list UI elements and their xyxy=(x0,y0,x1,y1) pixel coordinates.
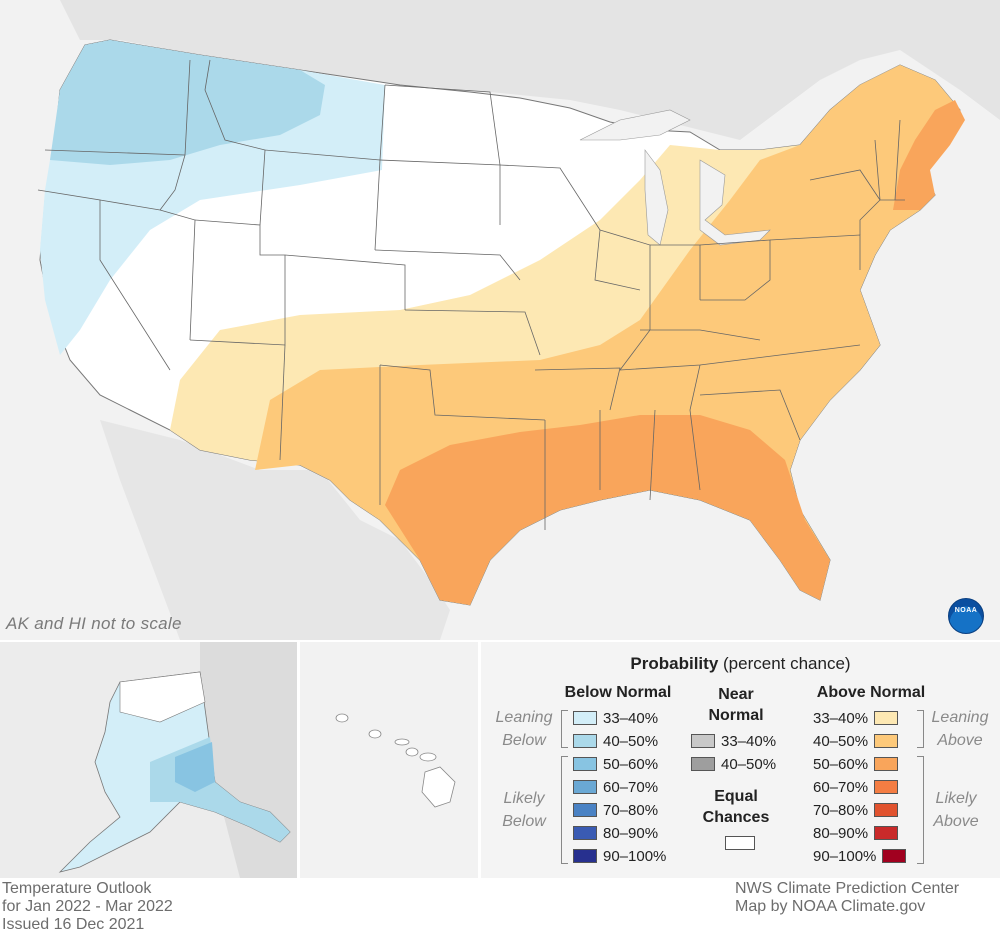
above-normal-bin-row: 60–70% xyxy=(813,777,899,797)
state-boundaries xyxy=(37,59,905,530)
equal-chances-heading-line1: Equal xyxy=(714,788,758,805)
below-normal-bin-row: 50–60% xyxy=(573,754,658,774)
likely-above-label: Likely Above xyxy=(917,787,995,833)
below-normal-bin-label: 80–90% xyxy=(603,824,659,842)
above-normal-bin-row: 70–80% xyxy=(813,800,899,820)
near-normal-bin-label: 33–40% xyxy=(721,732,777,750)
equal-chances-heading: Equal Chances xyxy=(691,786,781,828)
noaa-logo-text: NOAA xyxy=(954,607,978,614)
contiguous-us-map xyxy=(0,0,1000,640)
below-normal-bin-swatch xyxy=(573,780,597,794)
above-normal-bin-label: 50–60% xyxy=(813,755,869,773)
near-normal-bin-swatch xyxy=(691,734,715,748)
above-normal-bin-swatch xyxy=(874,711,899,725)
above-normal-bin-swatch xyxy=(874,734,899,748)
above-normal-bin-label: 80–90% xyxy=(813,824,869,842)
below-normal-bin-row: 40–50% xyxy=(573,731,658,751)
leaning-above-label: Leaning Above xyxy=(921,706,999,752)
below-normal-bin-label: 50–60% xyxy=(603,755,659,773)
leaning-above-bracket xyxy=(917,710,924,748)
alaska-hawaii-scale-note: AK and HI not to scale xyxy=(6,614,182,633)
above-normal-bin-row: 33–40% xyxy=(813,708,899,728)
leaning-below-line1: Leaning xyxy=(495,709,553,726)
footer-issued: Issued 16 Dec 2021 xyxy=(2,916,145,933)
below-normal-bin-row: 60–70% xyxy=(573,777,658,797)
likely-above-bracket xyxy=(917,756,924,864)
below-normal-bin-row: 90–100% xyxy=(573,846,666,866)
above-normal-bin-label: 60–70% xyxy=(813,778,869,796)
near-normal-bin-swatch xyxy=(691,757,715,771)
near-normal-heading: Near Normal xyxy=(691,684,781,726)
noaa-logo: NOAA xyxy=(948,598,984,634)
below-normal-bin-swatch xyxy=(573,849,597,863)
leaning-below-bracket xyxy=(561,710,568,748)
below-normal-bin-swatch xyxy=(573,757,597,771)
below-normal-bin-label: 70–80% xyxy=(603,801,659,819)
probability-legend: Probability (percent chance) Below Norma… xyxy=(481,642,1000,878)
above-normal-bin-label: 70–80% xyxy=(813,801,869,819)
below-normal-bin-label: 33–40% xyxy=(603,709,659,727)
above-normal-bin-row: 80–90% xyxy=(813,823,899,843)
likely-above-line2: Above xyxy=(933,813,979,830)
above-normal-bin-row: 90–100% xyxy=(813,846,907,866)
below-normal-bin-row: 80–90% xyxy=(573,823,658,843)
leaning-below-label: Leaning Below xyxy=(485,706,563,752)
footer-source: NWS Climate Prediction Center xyxy=(735,880,960,897)
near-normal-bin-row: 40–50% xyxy=(691,754,776,774)
likely-below-line2: Below xyxy=(502,813,546,830)
above-normal-bin-row: 50–60% xyxy=(813,754,899,774)
footer-right: NWS Climate Prediction Center Map by NOA… xyxy=(735,880,959,916)
above-normal-bin-label: 90–100% xyxy=(813,847,877,865)
footer-credit: Map by NOAA Climate.gov xyxy=(735,898,926,915)
leaning-above-line1: Leaning xyxy=(931,709,989,726)
lake-huron-erie xyxy=(699,159,771,246)
above-normal-bin-row: 40–50% xyxy=(813,731,899,751)
leaning-below-line2: Below xyxy=(502,732,546,749)
below-normal-bin-label: 60–70% xyxy=(603,778,659,796)
above-normal-bin-swatch xyxy=(882,849,907,863)
below-normal-bin-swatch xyxy=(573,803,597,817)
leaning-above-line2: Above xyxy=(937,732,983,749)
above-normal-bin-swatch xyxy=(874,826,899,840)
above-normal-likely-50-60-south xyxy=(385,415,830,605)
below-normal-bin-row: 70–80% xyxy=(573,800,658,820)
legend-title: Probability (percent chance) xyxy=(481,654,1000,674)
footer-period: for Jan 2022 - Mar 2022 xyxy=(2,898,173,915)
likely-below-line1: Likely xyxy=(503,790,545,807)
hawaii-map xyxy=(300,642,478,878)
equal-chances-swatch xyxy=(725,836,755,850)
below-normal-bin-swatch xyxy=(573,826,597,840)
alaska-inset xyxy=(0,642,297,878)
above-normal-bin-label: 40–50% xyxy=(813,732,869,750)
below-normal-bin-row: 33–40% xyxy=(573,708,658,728)
below-normal-bin-swatch xyxy=(573,734,597,748)
footer-outlook-title: Temperature Outlook xyxy=(2,880,152,897)
footer-left: Temperature Outlook for Jan 2022 - Mar 2… xyxy=(2,880,173,934)
legend-title-bold: Probability xyxy=(630,654,719,673)
below-normal-bin-swatch xyxy=(573,711,597,725)
below-normal-bin-label: 40–50% xyxy=(603,732,659,750)
above-normal-likely-50-60-northeast xyxy=(893,100,965,210)
near-normal-bin-row: 33–40% xyxy=(691,731,776,751)
hawaii-inset xyxy=(300,642,478,878)
above-normal-bin-swatch xyxy=(874,757,899,771)
likely-below-bracket xyxy=(561,756,568,864)
below-normal-heading: Below Normal xyxy=(564,684,672,701)
equal-chances-heading-line2: Chances xyxy=(702,809,770,826)
lake-superior xyxy=(579,109,691,141)
legend-title-rest: (percent chance) xyxy=(718,654,851,673)
near-normal-bin-label: 40–50% xyxy=(721,755,777,773)
above-normal-bin-swatch xyxy=(874,780,899,794)
above-normal-heading: Above Normal xyxy=(816,684,926,701)
above-normal-bin-label: 33–40% xyxy=(813,709,869,727)
likely-below-label: Likely Below xyxy=(485,787,563,833)
above-normal-bin-swatch xyxy=(874,803,899,817)
near-normal-heading-line1: Near xyxy=(718,686,754,703)
alaska-map xyxy=(0,642,297,878)
below-normal-bin-label: 90–100% xyxy=(603,847,667,865)
near-normal-heading-line2: Normal xyxy=(708,707,764,724)
likely-above-line1: Likely xyxy=(935,790,977,807)
